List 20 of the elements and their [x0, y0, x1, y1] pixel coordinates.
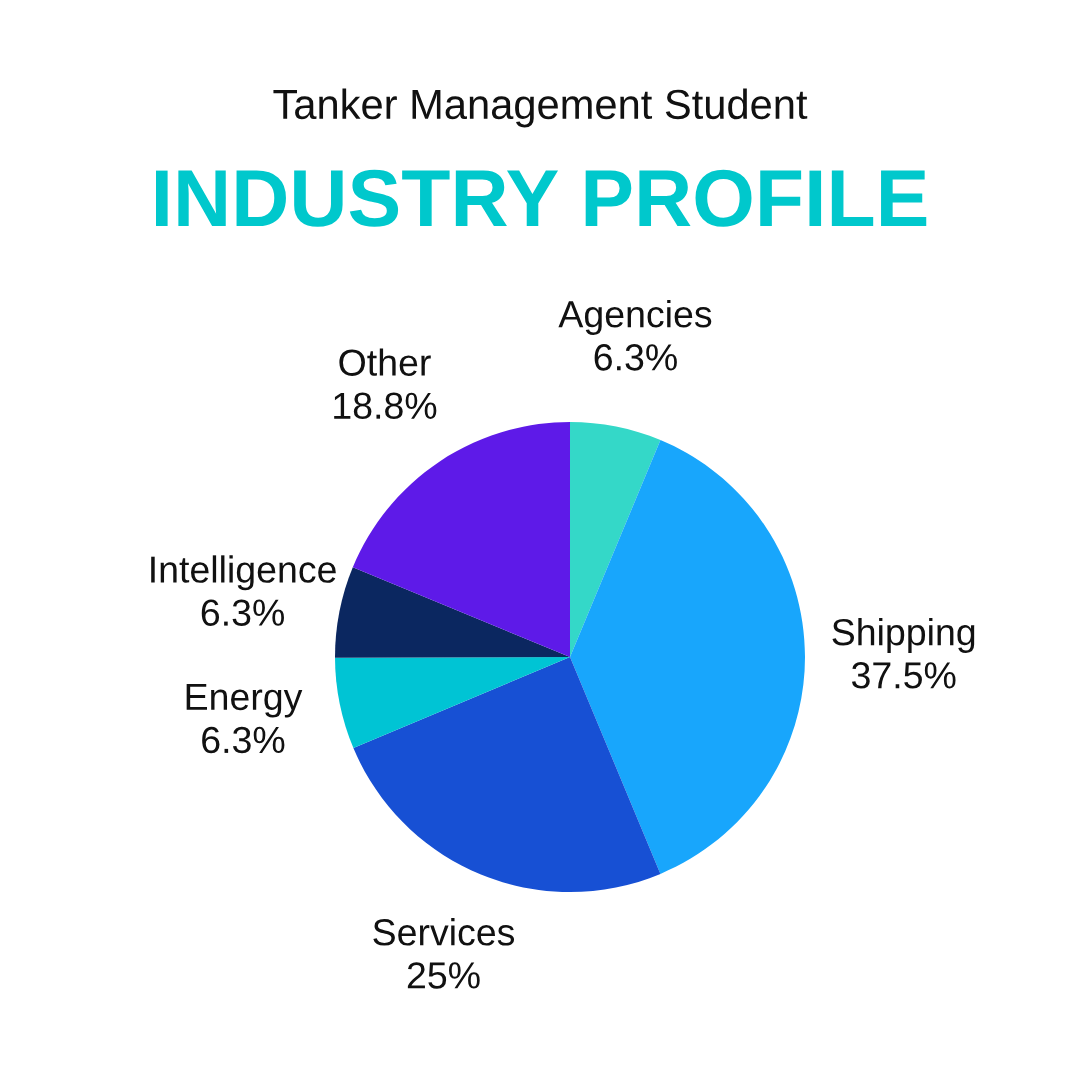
slice-label: Other: [339, 348, 431, 376]
data-label: 6.3%: [202, 726, 285, 754]
pie-slice: [335, 567, 570, 658]
data-label: 37.5%: [851, 662, 956, 689]
slice-label: Shipping: [832, 617, 975, 653]
data-label: 6.3%: [201, 599, 284, 626]
chart-subtitle: Tanker Management Student: [273, 88, 808, 128]
pie-slice: [353, 657, 661, 892]
pie-slice: [570, 422, 661, 657]
pie-slice: [352, 422, 570, 657]
slice-label: Energy: [186, 683, 303, 718]
slice-label: Services: [373, 918, 515, 946]
slice-label: Intelligence: [151, 555, 336, 591]
chart-title: INDUSTRY PROFILE: [156, 169, 927, 227]
slice-label: Agencies: [558, 299, 712, 335]
data-label: 18.8%: [334, 392, 437, 420]
data-label: 25%: [407, 962, 480, 989]
pie-slice: [335, 657, 570, 749]
data-label: 6.3%: [594, 344, 677, 371]
pie-slice: [570, 440, 805, 874]
